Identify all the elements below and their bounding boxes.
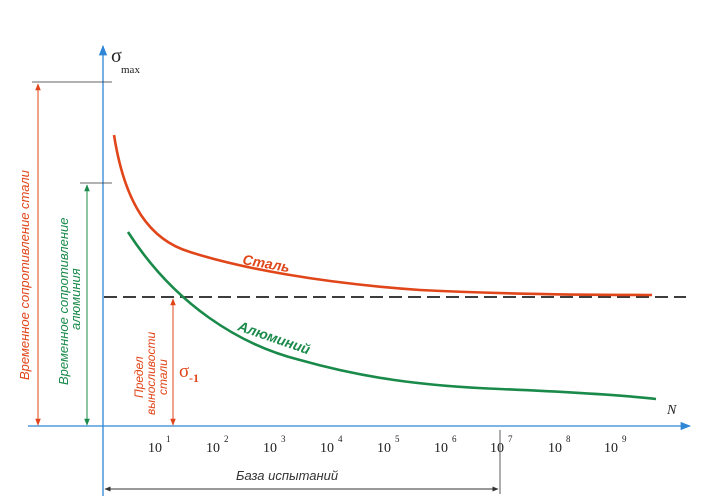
y-axis-subscript: max xyxy=(121,64,140,76)
endurance-subscript: -1 xyxy=(189,371,199,385)
aluminium-strength-label-2: алюминия xyxy=(68,268,83,330)
tick-label: 10 xyxy=(206,441,220,456)
tick-exponent: 1 xyxy=(166,434,171,444)
tick-label: 10 xyxy=(377,441,391,456)
aluminium-strength-label-1: Временное сопротивление xyxy=(56,218,71,385)
aluminium-curve xyxy=(126,231,657,401)
y-axis-symbol: σ xyxy=(111,45,122,67)
endurance-label-3: стали xyxy=(156,359,170,395)
tick-label: 10 xyxy=(263,441,277,456)
tick-exponent: 8 xyxy=(566,434,571,444)
tick-exponent: 2 xyxy=(224,434,229,444)
tick-label: 10 xyxy=(320,441,334,456)
tick-label: 10 xyxy=(148,441,162,456)
tick-exponent: 3 xyxy=(281,434,286,444)
endurance-symbol: σ xyxy=(179,361,189,382)
tick-label: 10 xyxy=(434,441,448,456)
steel-strength-label: Временное сопротивление стали xyxy=(17,170,32,380)
tick-exponent: 4 xyxy=(338,434,343,444)
tick-label: 10 xyxy=(548,441,562,456)
endurance-label-1: Предел xyxy=(132,356,146,398)
tick-label: 10 xyxy=(490,441,504,456)
x-axis-symbol: N xyxy=(666,403,677,418)
steel-curve xyxy=(112,134,653,297)
x-tick-labels: 10 1 10 2 10 3 10 4 10 5 10 6 10 7 10 8 … xyxy=(148,434,627,456)
tick-exponent: 6 xyxy=(452,434,457,444)
test-base-label: База испытаний xyxy=(236,468,338,483)
tick-label: 10 xyxy=(604,441,618,456)
tick-exponent: 5 xyxy=(395,434,400,444)
tick-exponent: 9 xyxy=(622,434,627,444)
endurance-label-2: выносливости xyxy=(144,332,158,415)
tick-exponent: 7 xyxy=(508,434,513,444)
